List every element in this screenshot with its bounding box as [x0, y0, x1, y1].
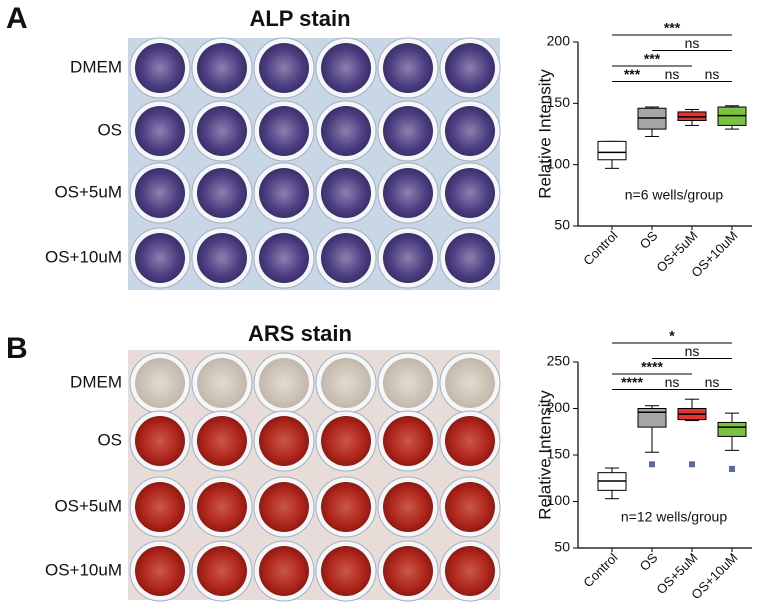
significance: ns	[705, 374, 720, 390]
y-tick-label: 100	[547, 492, 571, 508]
well	[197, 416, 247, 466]
y-tick-label: 200	[547, 33, 571, 49]
x-tick-label: OS	[637, 228, 661, 252]
well	[135, 168, 185, 218]
significance: ns	[705, 66, 720, 82]
well	[321, 546, 371, 596]
x-tick-label: Control	[580, 228, 620, 268]
row-label: OS+10uM	[45, 247, 122, 266]
well	[383, 546, 433, 596]
panel-title: ARS stain	[248, 321, 352, 346]
y-tick-label: 100	[547, 155, 571, 171]
significance: ***	[644, 51, 661, 67]
well	[321, 106, 371, 156]
y-axis-label: Relative Intensity	[535, 69, 554, 199]
well	[197, 168, 247, 218]
ars-plate	[128, 350, 500, 600]
significance: ns	[665, 66, 680, 82]
alp-plate	[128, 38, 500, 290]
significance: ns	[665, 374, 680, 390]
well	[259, 106, 309, 156]
well	[197, 358, 247, 408]
well	[259, 358, 309, 408]
well	[321, 233, 371, 283]
well	[135, 43, 185, 93]
well	[197, 106, 247, 156]
well	[259, 233, 309, 283]
well	[383, 168, 433, 218]
well	[197, 233, 247, 283]
significance: *	[669, 328, 675, 344]
x-tick-label: Control	[580, 550, 620, 590]
wells	[129, 37, 501, 602]
well	[383, 233, 433, 283]
significance: ****	[621, 374, 643, 390]
well	[197, 482, 247, 532]
well	[383, 416, 433, 466]
y-tick-label: 250	[547, 353, 571, 369]
row-label: OS+5uM	[54, 182, 122, 201]
box	[637, 408, 667, 428]
well	[259, 43, 309, 93]
outlier	[649, 461, 655, 468]
well	[135, 482, 185, 532]
panel-title: ALP stain	[249, 6, 350, 31]
well	[383, 106, 433, 156]
well	[259, 416, 309, 466]
well	[321, 482, 371, 532]
well	[135, 546, 185, 596]
well	[445, 358, 495, 408]
box	[717, 421, 747, 437]
well	[135, 233, 185, 283]
note: n=6 wells/group	[625, 187, 724, 203]
well	[135, 416, 185, 466]
panel-label: B	[6, 332, 28, 365]
significance: ****	[641, 359, 663, 375]
well	[445, 43, 495, 93]
row-label: OS+5uM	[54, 496, 122, 515]
well	[383, 358, 433, 408]
significance: ns	[685, 35, 700, 51]
well	[259, 168, 309, 218]
row-label: OS	[97, 120, 122, 139]
well	[259, 546, 309, 596]
well	[383, 43, 433, 93]
y-tick-label: 200	[547, 399, 571, 415]
panel-label: A	[6, 2, 28, 35]
well	[383, 482, 433, 532]
y-axis-label: Relative Intensity	[535, 390, 554, 520]
note: n=12 wells/group	[621, 509, 727, 525]
well	[445, 233, 495, 283]
y-tick-label: 150	[547, 446, 571, 462]
row-label: DMEM	[70, 57, 122, 76]
well	[445, 416, 495, 466]
outlier	[689, 461, 695, 468]
row-label: DMEM	[70, 372, 122, 391]
row-label: OS+10uM	[45, 560, 122, 579]
well	[135, 358, 185, 408]
box	[597, 140, 627, 161]
well	[445, 482, 495, 532]
well	[197, 546, 247, 596]
well	[321, 416, 371, 466]
row-label: OS	[97, 430, 122, 449]
well	[445, 168, 495, 218]
outlier	[729, 465, 735, 472]
well	[197, 43, 247, 93]
significance: ns	[685, 343, 700, 359]
well	[321, 43, 371, 93]
well	[321, 168, 371, 218]
well	[445, 546, 495, 596]
y-tick-label: 150	[547, 94, 571, 110]
y-tick-label: 50	[554, 217, 570, 233]
y-tick-label: 50	[554, 539, 570, 555]
well	[135, 106, 185, 156]
x-tick-label: OS	[637, 550, 661, 574]
well	[321, 358, 371, 408]
well	[259, 482, 309, 532]
significance: ***	[624, 66, 641, 82]
significance: ***	[664, 20, 681, 36]
well	[445, 106, 495, 156]
